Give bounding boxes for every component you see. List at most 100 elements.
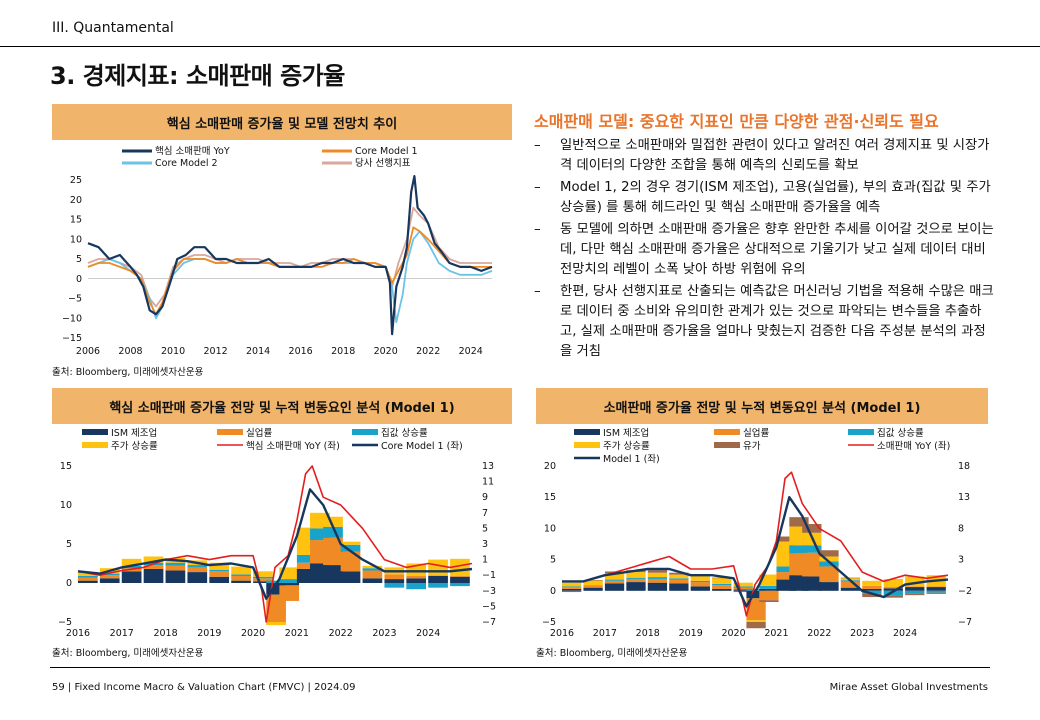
y-tick-label: 20: [70, 195, 82, 206]
x-tick-label: 2021: [285, 628, 309, 639]
bar-segment: [690, 575, 710, 581]
series-line: [562, 471, 949, 617]
x-tick-label: 2017: [593, 628, 617, 639]
bar-segment: [562, 582, 582, 587]
bar-segment: [583, 585, 603, 588]
legend-label: 핵심 소매판매 YoY: [155, 145, 230, 157]
bar-segment: [78, 572, 98, 576]
bar-segment: [310, 528, 330, 541]
bar-segment: [759, 600, 779, 603]
bar-segment: [647, 572, 668, 578]
x-tick-label: 2021: [764, 628, 788, 639]
y-tick-label: 10: [60, 500, 72, 511]
text-heading: 소매판매 모델: 중요한 지표인 만큼 다양한 관점·신뢰도 필요: [534, 112, 939, 131]
bar-segment: [862, 588, 882, 591]
bar-segment: [604, 579, 625, 581]
bar-segment: [209, 571, 230, 577]
bar-segment: [883, 578, 903, 588]
bar-segment: [604, 583, 625, 591]
bar-segment: [340, 541, 361, 545]
legend-label: Core Model 1 (좌): [381, 441, 463, 452]
bar-segment: [99, 575, 120, 579]
bar-segment: [604, 573, 625, 580]
legend-label: 실업률: [246, 427, 272, 439]
y2-tick-label: 1: [482, 555, 488, 566]
bar-segment: [776, 536, 796, 542]
bar-segment: [253, 578, 273, 582]
y-tick-label: 5: [550, 555, 556, 566]
y-tick-label: −10: [62, 313, 82, 324]
bar-segment: [626, 582, 646, 591]
legend-label: 실업률: [743, 427, 769, 439]
bar-segment: [279, 579, 300, 583]
bar-segment: [776, 579, 796, 591]
bar-segment: [583, 585, 603, 586]
legend-label: 주가 상승률: [603, 441, 650, 452]
bar-segment: [253, 581, 273, 583]
x-tick-label: 2019: [197, 628, 221, 639]
bar-segment: [583, 587, 603, 591]
bar-segment: [759, 590, 779, 601]
bar-segment: [209, 562, 230, 570]
x-tick-label: 2020: [241, 628, 265, 639]
bar-segment: [323, 516, 343, 527]
x-tick-label: 2020: [374, 346, 398, 357]
bar-segment: [279, 567, 300, 580]
bar-segment: [626, 572, 646, 578]
legend-swatch: [574, 442, 600, 448]
bar-segment: [840, 587, 861, 591]
legend-label: 집값 상승률: [877, 427, 924, 439]
header-divider: [0, 46, 1040, 47]
x-tick-label: 2022: [807, 628, 831, 639]
bar-segment: [883, 587, 903, 589]
bar-segment: [669, 572, 689, 575]
bullet-1: 일반적으로 소매판매와 밀접한 관련이 있다고 알려진 여러 경제지표 및 시장…: [534, 136, 994, 176]
legend-label: ISM 제조업: [603, 427, 649, 439]
y-tick-label: 20: [544, 461, 556, 472]
legend-label: Core Model 1: [355, 146, 418, 157]
bar-segment: [819, 561, 839, 567]
legend-swatch: [352, 429, 378, 435]
y2-tick-label: 5: [482, 523, 488, 534]
legend-label: Core Model 2: [155, 158, 218, 169]
y-tick-label: −5: [542, 617, 556, 628]
bar-segment: [406, 583, 427, 590]
y2-tick-label: −5: [482, 601, 496, 612]
bar-segment: [279, 583, 300, 586]
bar-segment: [789, 517, 809, 527]
bar-segment: [746, 598, 766, 621]
bar-segment: [143, 565, 164, 569]
bar-segment: [187, 567, 208, 573]
bar-segment: [759, 588, 779, 591]
bar-segment: [690, 582, 710, 587]
bar-segment: [733, 582, 753, 587]
series-line: [87, 226, 492, 316]
bar-segment: [450, 583, 470, 587]
bar-segment: [209, 569, 230, 572]
y-tick-label: 15: [70, 215, 82, 226]
bar-segment: [266, 594, 286, 622]
bar-segment: [905, 590, 925, 594]
bar-segment: [78, 577, 98, 581]
legend-label: 집값 상승률: [381, 427, 428, 439]
x-tick-label: 2006: [76, 346, 100, 357]
bar-segment: [121, 565, 142, 569]
bar-segment: [746, 620, 766, 622]
bar-segment: [362, 568, 383, 571]
bar-segment: [340, 551, 361, 572]
bar-segment: [883, 590, 903, 596]
bar-segment: [231, 575, 251, 581]
x-tick-label: 2019: [679, 628, 703, 639]
legend-label: 핵심 소매판매 YoY (좌): [246, 440, 340, 452]
bar-segment: [428, 583, 448, 588]
bar-segment: [266, 622, 286, 626]
page-title: 3. 경제지표: 소매판매 증가율: [50, 62, 345, 90]
chart2-source: 출처: Bloomberg, 미래에셋자산운용: [52, 648, 204, 659]
bar-segment: [733, 587, 753, 590]
bar-segment: [562, 590, 582, 593]
bar-segment: [583, 580, 603, 581]
bar-segment: [905, 593, 925, 596]
bar-segment: [840, 577, 861, 579]
